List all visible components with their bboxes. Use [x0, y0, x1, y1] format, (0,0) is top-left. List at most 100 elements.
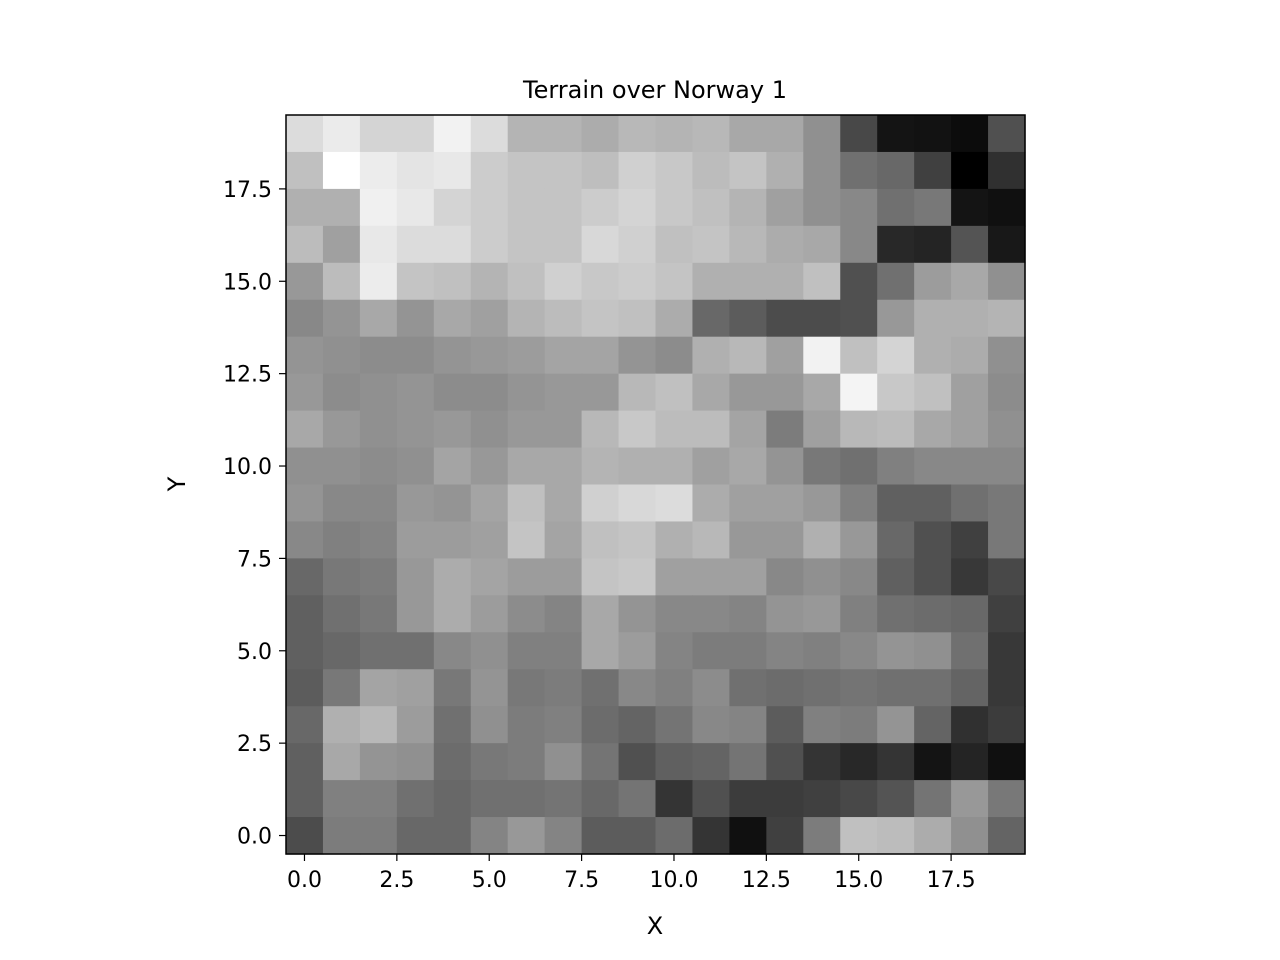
heatmap-cell: [470, 558, 509, 596]
heatmap-cell: [655, 262, 694, 301]
heatmap-cell: [544, 706, 583, 744]
heatmap-cell: [840, 521, 878, 559]
heatmap-cell: [359, 484, 398, 523]
heatmap-cell: [914, 595, 952, 633]
heatmap-cell: [766, 706, 804, 744]
heatmap-cell: [914, 447, 952, 486]
y-tick-label: 0.0: [237, 825, 272, 850]
heatmap-cell: [433, 299, 472, 338]
heatmap-cell: [655, 780, 694, 818]
heatmap-cell: [840, 225, 878, 264]
heatmap-cell: [286, 410, 324, 449]
heatmap-cell: [286, 780, 324, 818]
heatmap-cell: [396, 225, 435, 264]
heatmap-cell: [988, 447, 1026, 486]
heatmap-cell: [286, 151, 324, 190]
heatmap-cell: [396, 299, 435, 338]
heatmap-cell: [359, 595, 398, 633]
heatmap-cell: [544, 262, 583, 301]
heatmap-cell: [655, 817, 694, 855]
heatmap-cell: [840, 743, 878, 781]
heatmap-cell: [396, 115, 435, 153]
heatmap-cell: [803, 336, 841, 375]
heatmap-cell: [581, 410, 620, 449]
heatmap-cell: [396, 595, 435, 633]
heatmap-cell: [766, 521, 804, 559]
heatmap-cell: [840, 447, 878, 486]
heatmap-cell: [507, 780, 546, 818]
heatmap-cell: [286, 558, 324, 596]
heatmap-cell: [766, 336, 804, 375]
heatmap-cell: [618, 225, 657, 264]
heatmap-cell: [470, 151, 509, 190]
heatmap-cell: [914, 484, 952, 523]
heatmap-cell: [322, 299, 361, 338]
heatmap-cell: [286, 706, 324, 744]
heatmap-cell: [766, 262, 804, 301]
heatmap-cell: [359, 188, 398, 227]
heatmap-cell: [988, 151, 1026, 190]
heatmap-cell: [470, 706, 509, 744]
heatmap-cell: [396, 373, 435, 412]
heatmap-cell: [470, 225, 509, 264]
heatmap-cell: [877, 558, 915, 596]
heatmap-cell: [877, 336, 915, 375]
heatmap-cell: [951, 299, 989, 338]
heatmap-cell: [877, 743, 915, 781]
heatmap-cell: [803, 780, 841, 818]
heatmap-cell: [286, 115, 324, 153]
heatmap-cell: [396, 669, 435, 707]
heatmap-cell: [729, 115, 767, 153]
heatmap-cell: [359, 115, 398, 153]
heatmap-cell: [286, 262, 324, 301]
heatmap-cell: [470, 410, 509, 449]
heatmap-cell: [322, 817, 361, 855]
heatmap-cell: [951, 336, 989, 375]
heatmap-cell: [655, 336, 694, 375]
heatmap-cell: [359, 447, 398, 486]
heatmap-cell: [951, 447, 989, 486]
heatmap-cell: [877, 706, 915, 744]
heatmap-cell: [470, 780, 509, 818]
heatmap-cell: [544, 225, 583, 264]
heatmap-cell: [766, 595, 804, 633]
heatmap-cell: [655, 632, 694, 670]
heatmap-cell: [951, 225, 989, 264]
heatmap-cell: [433, 410, 472, 449]
heatmap-cell: [877, 632, 915, 670]
heatmap-cell: [470, 262, 509, 301]
heatmap-cell: [951, 558, 989, 596]
heatmap-cell: [396, 743, 435, 781]
heatmap-cell: [433, 484, 472, 523]
heatmap-cell: [286, 188, 324, 227]
heatmap-cell: [618, 743, 657, 781]
heatmap-cell: [692, 521, 730, 559]
heatmap-cell: [433, 336, 472, 375]
heatmap-cell: [914, 262, 952, 301]
heatmap-cell: [766, 780, 804, 818]
heatmap-cell: [544, 447, 583, 486]
heatmap-cell: [692, 780, 730, 818]
heatmap-cell: [766, 817, 804, 855]
heatmap-cell: [766, 115, 804, 153]
heatmap-cell: [692, 595, 730, 633]
heatmap-cell: [692, 817, 730, 855]
heatmap-cell: [729, 188, 767, 227]
heatmap-cell: [803, 817, 841, 855]
heatmap-cell: [322, 447, 361, 486]
heatmap-cell: [655, 188, 694, 227]
heatmap-cell: [877, 151, 915, 190]
heatmap-cell: [581, 188, 620, 227]
heatmap-cell: [951, 188, 989, 227]
heatmap-cell: [840, 706, 878, 744]
heatmap-cell: [803, 262, 841, 301]
heatmap-cell: [729, 743, 767, 781]
heatmap-cell: [396, 336, 435, 375]
x-axis-ticks: 0.0 2.5 5.0 7.5 10.0 12.5 15.0 17.5: [287, 854, 976, 893]
heatmap-cell: [618, 669, 657, 707]
heatmap-cell: [988, 595, 1026, 633]
heatmap-cell: [951, 373, 989, 412]
heatmap-cell: [840, 595, 878, 633]
heatmap-cell: [581, 706, 620, 744]
